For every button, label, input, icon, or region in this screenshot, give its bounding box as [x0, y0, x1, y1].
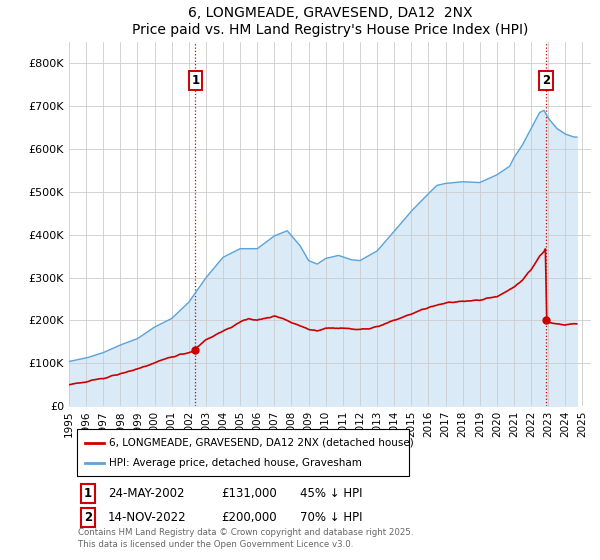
Text: 24-MAY-2002: 24-MAY-2002	[108, 487, 185, 500]
Text: £131,000: £131,000	[221, 487, 277, 500]
Text: 14-NOV-2022: 14-NOV-2022	[108, 511, 187, 524]
Text: £200,000: £200,000	[221, 511, 277, 524]
Text: Contains HM Land Registry data © Crown copyright and database right 2025.
This d: Contains HM Land Registry data © Crown c…	[78, 528, 413, 549]
Text: 2: 2	[542, 74, 550, 87]
Text: 6, LONGMEADE, GRAVESEND, DA12 2NX (detached house): 6, LONGMEADE, GRAVESEND, DA12 2NX (detac…	[109, 438, 414, 448]
Text: HPI: Average price, detached house, Gravesham: HPI: Average price, detached house, Grav…	[109, 458, 362, 468]
FancyBboxPatch shape	[77, 430, 409, 476]
Text: 1: 1	[191, 74, 199, 87]
Text: 1: 1	[84, 487, 92, 500]
Text: 45% ↓ HPI: 45% ↓ HPI	[299, 487, 362, 500]
Text: 2: 2	[84, 511, 92, 524]
Title: 6, LONGMEADE, GRAVESEND, DA12  2NX
Price paid vs. HM Land Registry's House Price: 6, LONGMEADE, GRAVESEND, DA12 2NX Price …	[132, 7, 528, 36]
Text: 70% ↓ HPI: 70% ↓ HPI	[299, 511, 362, 524]
